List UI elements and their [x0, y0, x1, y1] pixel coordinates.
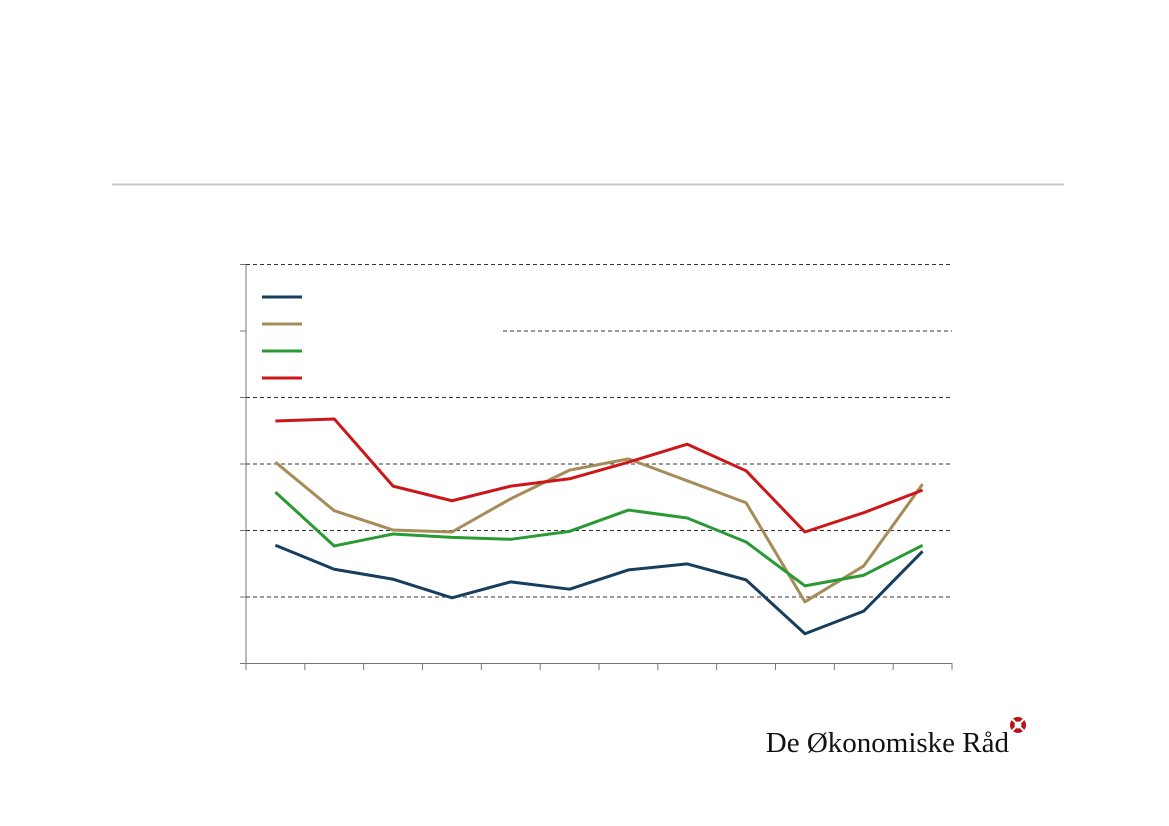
series-line	[274, 543, 924, 636]
series-line	[275, 417, 924, 534]
logo-text: De Økonomiske Råd	[766, 727, 1010, 759]
logo-icon	[1010, 717, 1026, 733]
series-line	[274, 490, 924, 588]
chart	[240, 264, 953, 670]
series-line	[274, 457, 924, 604]
